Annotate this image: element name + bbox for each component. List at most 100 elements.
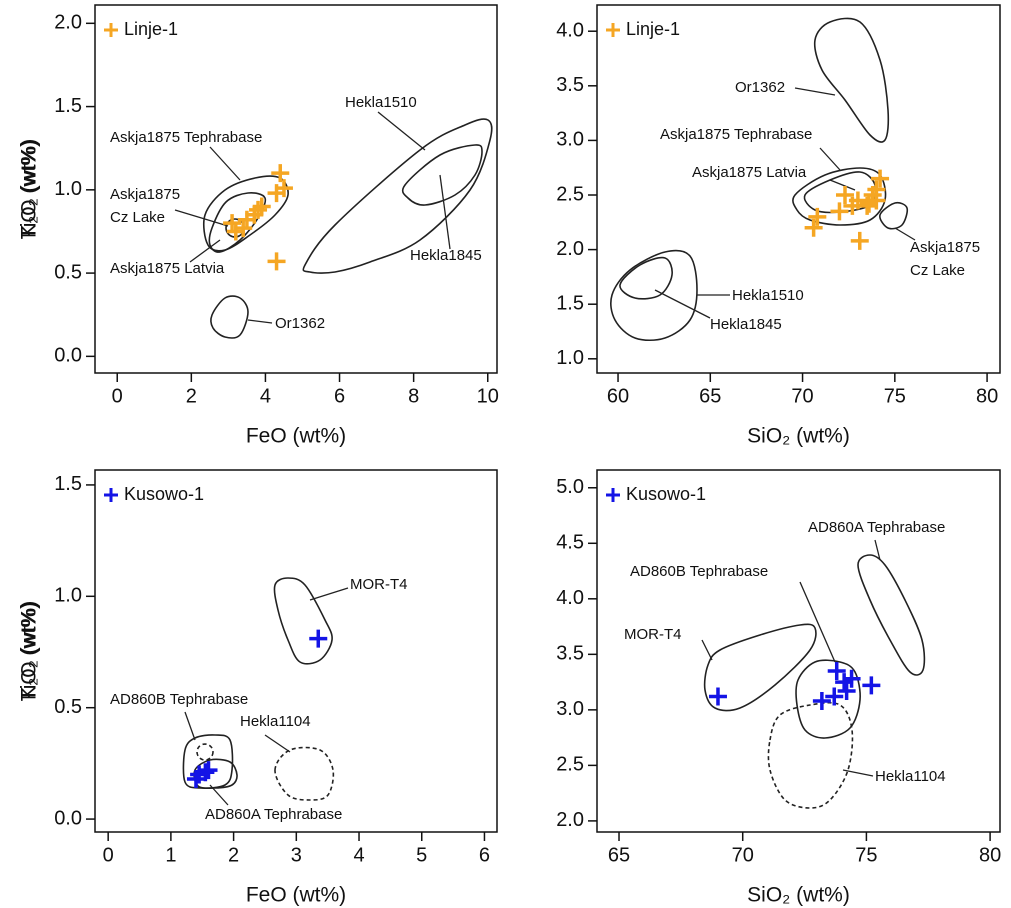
y-tick-label: 0.0 (54, 807, 82, 829)
x-tick-label: 6 (334, 385, 345, 407)
data-point (837, 681, 856, 700)
leader-line (174, 209, 229, 227)
legend-marker (606, 488, 620, 502)
leader-line (842, 769, 874, 777)
x-axis-label: FeO (wt%) (246, 425, 346, 448)
leader-line (439, 174, 451, 250)
data-point (862, 676, 881, 695)
y-tick-label: 1.0 (556, 347, 584, 369)
annotation: MOR-T4 (624, 626, 682, 643)
data-point (199, 761, 218, 780)
leader-line (701, 639, 713, 661)
data-point (825, 687, 844, 706)
envelope (182, 734, 234, 789)
x-tick-label: 6 (479, 844, 490, 866)
data-point (223, 214, 242, 233)
leader-line (874, 539, 881, 561)
envelope (274, 746, 335, 801)
y-axis-label: TiO₂ (wt%) (18, 601, 41, 702)
annotation: Askja1875 Latvia (110, 260, 225, 277)
data-point (812, 691, 831, 710)
leader-line (799, 581, 836, 663)
leader-line (264, 734, 291, 753)
annotation: Cz Lake (110, 209, 165, 226)
envelope (703, 623, 817, 712)
leader-line (794, 87, 836, 96)
annotation: AD860B Tephrabase (110, 691, 248, 708)
envelope (795, 659, 861, 739)
y-tick-label: 1.5 (54, 95, 82, 117)
data-point (196, 763, 215, 782)
y-tick-label: 2.5 (556, 183, 584, 205)
y-tick-label: 3.0 (556, 129, 584, 151)
x-tick-label: 2 (228, 844, 239, 866)
y-tick-label: 2.0 (556, 238, 584, 260)
y-tick-label: 4.0 (556, 587, 584, 609)
x-tick-label: 75 (884, 385, 906, 407)
envelope (196, 743, 214, 761)
y-tick-label: 4.5 (556, 532, 584, 554)
y-tick-label: 1.0 (54, 178, 82, 200)
annotation: Askja1875 Tephrabase (110, 129, 262, 146)
legend-marker (104, 23, 118, 37)
data-point (226, 222, 245, 241)
y-tick-label: 2.5 (556, 754, 584, 776)
envelope (210, 295, 249, 339)
legend-label: Linje-1 (124, 19, 178, 39)
x-tick-label: 65 (608, 844, 630, 866)
data-point (859, 194, 878, 213)
y-tick-label: 0.5 (54, 261, 82, 283)
data-point (808, 207, 827, 226)
x-axis-label: SiO₂ (wt%) (747, 884, 850, 907)
y-tick-label: 2.0 (54, 12, 82, 34)
annotation: AD860A Tephrabase (205, 806, 342, 823)
envelope (857, 554, 926, 676)
data-point (267, 184, 286, 203)
y-tick-label: 3.5 (556, 74, 584, 96)
data-point (271, 164, 290, 183)
x-tick-label: 80 (979, 844, 1001, 866)
envelope (273, 577, 333, 665)
legend-label: Kusowo-1 (626, 484, 706, 504)
y-axis-label: K₂O (wt%) (18, 140, 41, 238)
x-tick-label: 5 (416, 844, 427, 866)
data-point (843, 196, 862, 215)
data-point (804, 218, 823, 237)
legend-marker (606, 23, 620, 37)
envelope (193, 758, 238, 790)
annotation: Or1362 (735, 79, 785, 96)
data-point (245, 205, 264, 224)
annotation: Hekla1845 (410, 247, 482, 264)
y-tick-label: 3.5 (556, 643, 584, 665)
plot-frame (94, 469, 498, 833)
x-tick-label: 8 (408, 385, 419, 407)
plot-frame (596, 4, 1001, 374)
leader-line (184, 711, 196, 741)
annotation: MOR-T4 (350, 576, 408, 593)
data-point (871, 169, 890, 188)
annotation: Askja1875 Latvia (692, 164, 807, 181)
y-tick-label: 1.0 (54, 585, 82, 607)
x-axis-label: SiO₂ (wt%) (747, 425, 850, 448)
x-tick-label: 4 (353, 844, 364, 866)
legend-label: Linje-1 (626, 19, 680, 39)
annotation: Askja1875 (910, 239, 980, 256)
y-axis-label: K₂O (wt%) (18, 602, 41, 700)
leader-line (209, 784, 229, 806)
data-point (267, 252, 286, 271)
plot-frame (94, 4, 498, 374)
annotation: Hekla1510 (732, 287, 804, 304)
y-tick-label: 1.5 (54, 473, 82, 495)
annotation: Cz Lake (910, 262, 965, 279)
y-axis-label: TiO₂ (wt%) (18, 139, 41, 240)
y-tick-label: 1.5 (556, 292, 584, 314)
legend-label: Kusowo-1 (124, 484, 204, 504)
envelope (203, 175, 289, 252)
y-tick-label: 3.0 (556, 698, 584, 720)
data-point (708, 687, 727, 706)
leader-line (209, 146, 241, 181)
envelope (879, 201, 909, 230)
data-point (827, 661, 846, 680)
x-tick-label: 70 (791, 385, 813, 407)
